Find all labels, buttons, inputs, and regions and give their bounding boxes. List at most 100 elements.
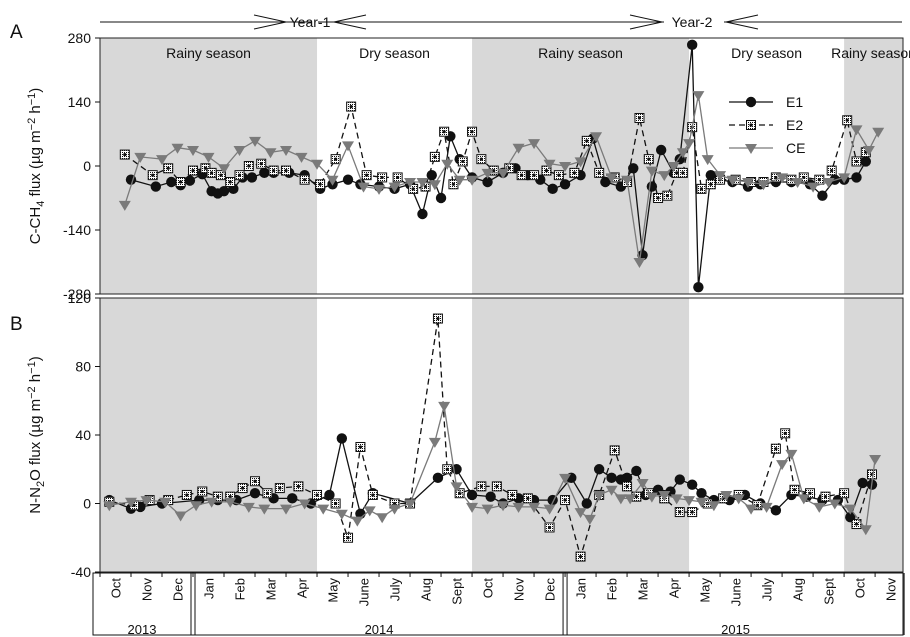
data-point-e1	[336, 433, 348, 444]
data-point-e2	[256, 158, 267, 169]
data-point-ce	[813, 502, 826, 513]
data-point-ce	[785, 449, 798, 460]
series-ce	[118, 91, 885, 268]
data-point-e2	[581, 135, 592, 146]
data-point-ce	[342, 141, 355, 152]
data-point-ce	[760, 502, 773, 513]
data-point-ce	[701, 155, 714, 166]
legend-marker	[746, 120, 756, 130]
data-point-ce	[404, 178, 417, 188]
data-point-ce	[280, 504, 293, 515]
x-tick-label: Apr	[295, 577, 310, 598]
data-point-ce	[872, 127, 885, 138]
data-point-ce	[363, 506, 376, 517]
data-point-e1	[482, 176, 493, 188]
data-point-e2	[457, 156, 468, 167]
data-point-e2	[516, 170, 527, 181]
data-point-ce	[543, 159, 556, 170]
data-point-ce	[187, 146, 200, 156]
data-point-e1	[246, 172, 258, 183]
data-point-ce	[351, 516, 364, 527]
data-point-ce	[658, 171, 671, 182]
data-point-e2	[541, 165, 552, 176]
data-point-ce	[311, 159, 324, 170]
data-point-ce	[159, 497, 172, 508]
x-tick-label: Mar	[636, 577, 651, 600]
data-point-e1	[621, 472, 633, 484]
data-point-ce	[859, 525, 872, 536]
x-tick-label: Oct	[853, 578, 868, 599]
rainy-season-band	[472, 298, 690, 572]
data-point-ce	[850, 125, 863, 136]
data-point-e2	[181, 489, 192, 500]
data-point-ce	[676, 148, 689, 159]
data-point-ce	[466, 502, 479, 513]
data-point-e2	[432, 313, 443, 324]
data-point-ce	[838, 173, 851, 184]
data-point-e2	[147, 170, 158, 181]
x-tick-label: July	[760, 578, 775, 602]
x-tick-label: July	[388, 578, 403, 602]
y-tick-label: 40	[75, 427, 91, 443]
y-tick-label: 280	[68, 30, 92, 46]
data-point-ce	[559, 473, 572, 484]
data-point-ce	[125, 497, 138, 508]
x-tick-label: Jan	[574, 578, 589, 599]
data-point-ce	[497, 168, 510, 179]
x-tick-label: Feb	[233, 578, 248, 600]
year1-label: Year-1	[290, 14, 331, 30]
data-point-e2	[392, 172, 403, 183]
x-tick-label: Sept	[822, 578, 837, 605]
data-point-e2	[569, 167, 580, 178]
data-point-ce	[404, 499, 417, 510]
data-point-ce	[388, 182, 401, 193]
x-tick-label: Nov	[884, 578, 899, 602]
y-tick-label: -280	[63, 286, 91, 302]
data-point-ce	[326, 175, 339, 186]
data-point-ce	[497, 501, 510, 512]
x-tick-label: Oct	[109, 578, 124, 599]
data-point-ce	[844, 504, 857, 515]
data-point-e2	[851, 156, 862, 167]
x-tick-label: June	[729, 578, 744, 606]
data-point-e2	[197, 486, 208, 497]
data-point-ce	[714, 171, 727, 182]
data-point-e2	[522, 493, 533, 504]
data-point-ce	[438, 401, 451, 412]
data-point-ce	[428, 437, 441, 448]
data-point-e2	[163, 163, 174, 174]
data-point-ce	[683, 496, 696, 507]
data-point-e1	[426, 169, 437, 181]
y-axis-label: N-N2O flux (µg m−2 h−1)	[26, 356, 47, 513]
data-point-e1	[696, 488, 707, 499]
data-point-ce	[645, 492, 658, 503]
season-label: Dry season	[359, 45, 430, 61]
data-point-e2	[842, 115, 853, 126]
data-point-ce	[174, 511, 187, 522]
data-point-e1	[686, 479, 698, 490]
data-point-ce	[376, 513, 389, 524]
year2-arrow-line	[466, 14, 902, 30]
data-point-e2	[696, 183, 707, 194]
data-point-ce	[357, 182, 370, 193]
x-tick-label: Nov	[512, 578, 527, 602]
data-point-e2	[491, 481, 502, 492]
data-point-e2	[662, 190, 673, 201]
data-point-e1	[249, 488, 261, 499]
data-point-e2	[442, 464, 453, 475]
data-point-e2	[377, 172, 388, 183]
data-point-e1	[674, 474, 685, 485]
data-point-e1	[259, 167, 270, 179]
data-point-ce	[118, 200, 131, 211]
data-point-ce	[720, 490, 733, 501]
data-point-ce	[258, 504, 271, 515]
data-point-ce	[590, 132, 603, 143]
data-point-ce	[670, 494, 683, 505]
data-point-ce	[134, 152, 147, 163]
data-point-e1	[593, 464, 605, 475]
data-point-e2	[553, 170, 564, 181]
data-point-ce	[757, 180, 770, 191]
data-point-e2	[429, 151, 440, 162]
data-point-e2	[299, 174, 310, 185]
data-point-e1	[770, 505, 782, 516]
